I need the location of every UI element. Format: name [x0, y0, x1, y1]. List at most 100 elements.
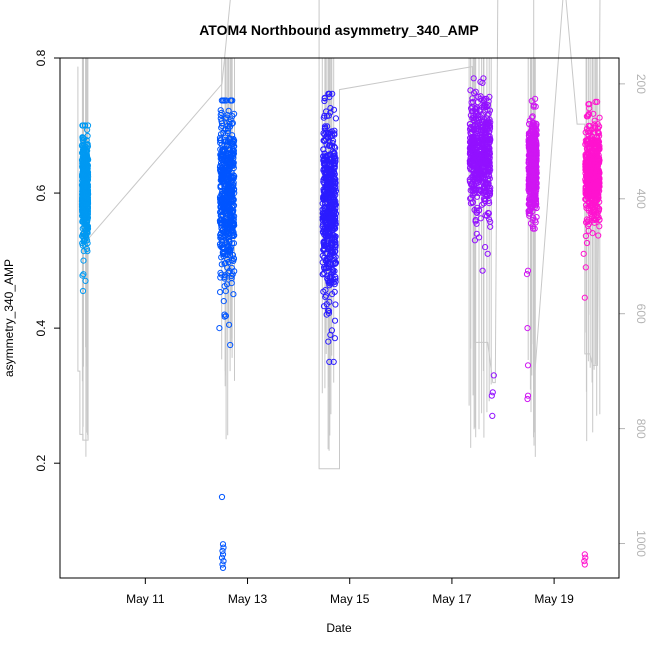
data-point [226, 120, 233, 128]
data-point [83, 161, 90, 168]
data-point [224, 199, 231, 206]
data-point [331, 225, 338, 232]
data-point-outlier [471, 237, 478, 244]
data-point [80, 195, 87, 202]
data-point [329, 266, 336, 273]
points-layer [78, 75, 603, 572]
data-point [319, 228, 326, 235]
data-point [470, 133, 477, 141]
data-point [321, 137, 328, 145]
data-point [588, 214, 596, 221]
data-point [589, 202, 596, 209]
data-point [226, 118, 233, 126]
data-point-outlier [524, 325, 531, 332]
data-point [326, 90, 333, 97]
data-point [590, 210, 598, 217]
data-point [83, 245, 91, 253]
data-point [330, 358, 337, 365]
data-point [483, 95, 490, 102]
data-point [221, 313, 228, 320]
data-point [84, 141, 91, 149]
data-point [218, 97, 225, 104]
data-point [329, 209, 336, 216]
data-point [220, 244, 227, 252]
data-point [525, 144, 533, 151]
data-point [217, 274, 224, 281]
right-axis: 200 400 600 800 1000 [618, 58, 648, 578]
data-point [584, 140, 591, 147]
data-point [326, 156, 333, 163]
data-point [325, 134, 332, 141]
data-point [586, 172, 593, 179]
data-point [227, 208, 234, 215]
data-point [486, 191, 493, 198]
data-point-outlier [581, 551, 588, 558]
data-point [526, 141, 533, 148]
data-point [469, 104, 476, 111]
data-point [329, 90, 336, 97]
data-point-outlier [524, 267, 532, 274]
data-point [327, 105, 334, 112]
data-point [474, 169, 481, 176]
data-point [84, 147, 91, 154]
data-point [329, 193, 336, 200]
data-point [329, 291, 336, 298]
data-point [584, 218, 591, 225]
data-point [526, 167, 533, 174]
data-point [228, 187, 236, 194]
data-point [223, 222, 230, 229]
data-point [477, 93, 484, 100]
data-point [590, 153, 597, 161]
data-point [327, 129, 334, 136]
data-point [320, 303, 328, 310]
data-point [586, 188, 593, 195]
data-point [531, 132, 538, 139]
data-point [591, 129, 598, 136]
data-point-outlier [482, 244, 489, 251]
y-tick-label: 0.2 [34, 455, 48, 472]
data-point [230, 291, 237, 298]
data-point [471, 185, 478, 192]
data-point [228, 190, 235, 197]
data-point-outlier [479, 267, 486, 274]
data-point [487, 135, 494, 142]
data-point [322, 203, 329, 210]
data-point [533, 204, 540, 212]
series-cluster-5 [523, 95, 540, 403]
data-point-outlier [581, 561, 588, 568]
data-point [477, 78, 484, 86]
data-point-outlier [227, 341, 234, 349]
secondary-line [77, 0, 601, 470]
data-point [482, 180, 489, 187]
data-point [320, 195, 327, 202]
y-tick-label: 0.4 [34, 319, 48, 336]
data-point [478, 188, 485, 195]
data-point [218, 204, 225, 211]
data-point [477, 215, 484, 222]
data-point [329, 220, 336, 227]
data-point [472, 218, 479, 225]
series-cluster-1 [78, 122, 92, 295]
data-point [526, 174, 533, 182]
series-cluster-4 [466, 75, 497, 419]
data-point [230, 162, 237, 169]
data-point [325, 216, 332, 223]
data-point-outlier [488, 392, 495, 399]
data-point [323, 108, 330, 115]
data-point [473, 159, 480, 166]
data-point [589, 230, 596, 237]
data-point [325, 279, 332, 286]
data-point [484, 212, 491, 219]
data-point-outlier [529, 217, 536, 224]
data-point [532, 103, 539, 110]
data-point [594, 193, 601, 200]
data-point [528, 152, 536, 159]
data-point [81, 122, 89, 129]
data-point [532, 194, 539, 201]
data-point [595, 145, 602, 152]
right-tick-label: 600 [634, 304, 648, 324]
data-point-outlier [582, 554, 589, 561]
data-point [479, 171, 486, 179]
data-point [585, 101, 592, 108]
data-point [330, 254, 337, 261]
